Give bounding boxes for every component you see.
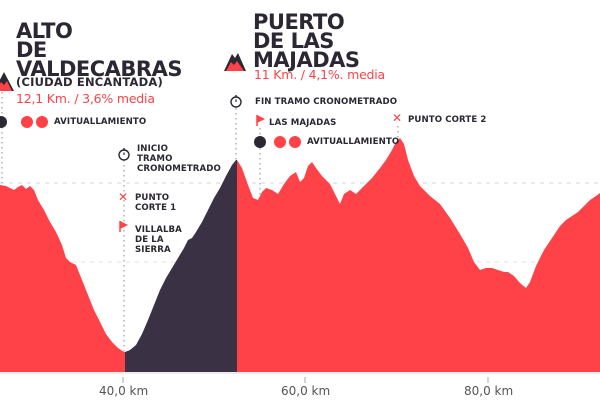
climb-2-stat: 11 Km. / 4,1%. media (254, 67, 386, 82)
mountain-icon (224, 53, 246, 71)
stopwatch-icon (230, 95, 242, 108)
fin-tramo-label: FIN TRAMO CRONOMETRADO (255, 97, 398, 107)
avituallamiento-label: AVITUALLAMIENTO (307, 137, 400, 147)
x-tick-label-40: 40,0 km (99, 384, 149, 398)
villalba-label: VILLALBA DE LA SIERRA (135, 225, 182, 255)
profile-area-timed-segment (125, 160, 237, 372)
flag-icon (256, 115, 265, 126)
bottle-icon (21, 116, 33, 128)
water-bottle-icon (0, 116, 7, 128)
stopwatch-icon (118, 148, 130, 161)
x-mark-icon: ✕ (392, 111, 403, 125)
climb-1-services: AVITUALLAMIENTO (0, 116, 146, 128)
bottle-icon (274, 136, 286, 148)
inicio-tramo-label: INICIO TRAMO CRONOMETRADO (137, 144, 221, 174)
food-icon (36, 116, 48, 128)
x-tick-label-80: 80,0 km (464, 384, 514, 398)
climb-2-title: PUERTO DE LAS MAJADAS (253, 10, 360, 72)
las-majadas-label: LAS MAJADAS (269, 118, 337, 128)
climb-1-subtitle: (CIUDAD ENCANTADA) (16, 75, 163, 89)
climb-1-title: ALTO DE VALDECABRAS (16, 19, 182, 81)
profile-area-left (0, 185, 125, 372)
climb-1-stat: 12,1 Km. / 3,6% media (16, 91, 155, 106)
climb-2-services: AVITUALLAMIENTO (254, 136, 399, 148)
punto-corte-2-label: PUNTO CORTE 2 (408, 115, 487, 125)
avituallamiento-label: AVITUALLAMIENTO (54, 117, 147, 127)
profile-area-right (237, 138, 600, 372)
mountain-icon (0, 72, 14, 91)
x-tick-label-60: 60,0 km (281, 384, 331, 398)
food-icon (289, 136, 301, 148)
x-mark-icon: ✕ (118, 190, 129, 204)
punto-corte-1-label: PUNTO CORTE 1 (135, 193, 177, 213)
flag-icon (119, 221, 128, 232)
water-bottle-icon (254, 136, 266, 148)
